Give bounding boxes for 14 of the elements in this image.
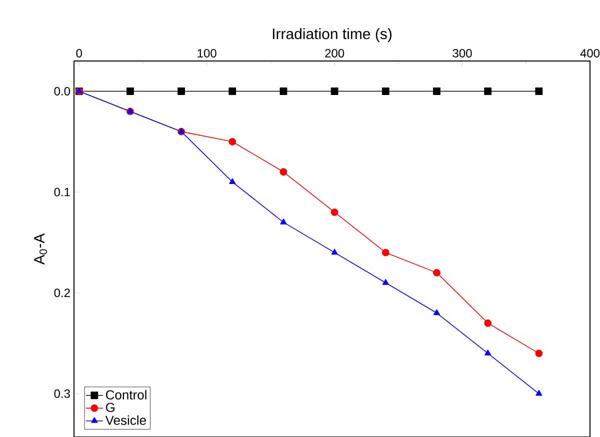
- y-axis-title: A$_{0}$-A: [34, 233, 47, 265]
- y-tick-label: 0.0: [54, 86, 70, 96]
- y-tick-label: 0.1: [54, 188, 70, 196]
- y-tick-label: 0.2: [54, 288, 70, 298]
- x-tick-label: 100: [198, 48, 216, 58]
- legend-label: G: [106, 402, 114, 412]
- x-tick-label: 400: [580, 48, 600, 58]
- x-tick-label: 0: [76, 48, 82, 58]
- x-axis-title: Irradiation time (s): [272, 28, 392, 42]
- legend-label: Control: [106, 390, 146, 400]
- y-tick-label: 0.3: [54, 389, 70, 398]
- x-tick-label: 300: [452, 48, 472, 58]
- legend-label: Vesicle: [105, 415, 146, 425]
- x-tick-label: 200: [325, 48, 344, 58]
